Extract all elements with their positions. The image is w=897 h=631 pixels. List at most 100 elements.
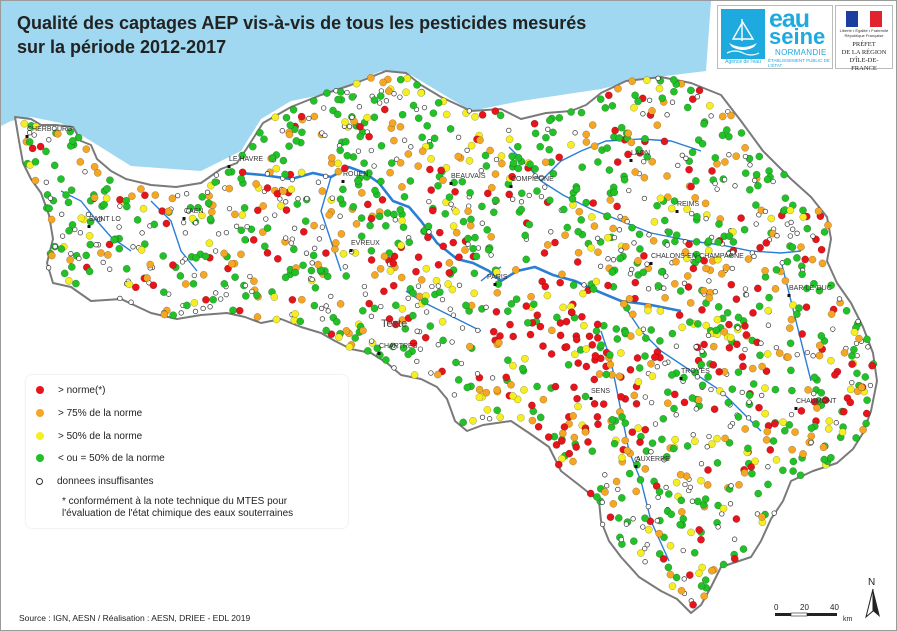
station-dot-above_75 — [601, 488, 609, 496]
station-dot-above_50 — [496, 413, 505, 422]
title-line-1: Qualité des captages AEP vis-à-vis de to… — [17, 13, 587, 33]
station-dot-above_norm — [508, 172, 517, 181]
station-dot-insufficient — [100, 259, 106, 266]
station-dot-above_50 — [334, 159, 342, 168]
station-dot-above_norm — [105, 240, 114, 249]
station-dot-below_50 — [238, 151, 247, 160]
station-dots — [20, 74, 878, 609]
station-dot-below_50 — [618, 413, 626, 421]
station-dot-above_75 — [252, 180, 260, 188]
station-dot-above_75 — [297, 295, 306, 304]
legend-item-above-75: > 75% de la norme — [36, 406, 142, 420]
station-dot-below_50 — [322, 326, 331, 335]
station-dot-above_norm — [235, 306, 244, 315]
station-dot-insufficient — [538, 174, 544, 181]
station-dot-below_50 — [772, 265, 781, 274]
station-dot-below_50 — [421, 297, 429, 306]
station-dot-above_75 — [146, 260, 155, 269]
station-dot-below_50 — [690, 548, 699, 557]
station-dot-above_75 — [855, 334, 863, 343]
station-dot-insufficient — [277, 196, 283, 202]
station-dot-below_50 — [799, 206, 807, 215]
station-dot-above_50 — [272, 315, 281, 324]
station-dot-insufficient — [714, 186, 720, 192]
station-dot-below_50 — [241, 292, 250, 300]
station-dot-above_75 — [82, 145, 91, 154]
station-dot-insufficient — [708, 113, 714, 119]
station-dot-insufficient — [414, 358, 420, 365]
station-dot-above_75 — [857, 383, 866, 392]
station-dot-below_50 — [481, 151, 490, 160]
station-dot-insufficient — [179, 259, 186, 265]
station-dot-above_norm — [641, 425, 650, 434]
station-dot-insufficient — [117, 295, 123, 302]
station-dot-above_75 — [445, 259, 454, 267]
station-dot-below_50 — [588, 447, 597, 456]
station-dot-insufficient — [732, 183, 738, 189]
station-dot-insufficient — [417, 346, 424, 352]
prefet-text: PRÉFET DE LA RÉGION D'ÎLE-DE-FRANCE — [841, 41, 887, 72]
station-dot-above_75 — [701, 199, 710, 208]
station-dot-insufficient — [642, 394, 648, 400]
station-dot-above_75 — [609, 224, 618, 233]
station-dot-insufficient — [626, 187, 632, 194]
station-dot-below_50 — [311, 283, 320, 292]
station-dot-insufficient — [213, 290, 219, 296]
station-dot-below_50 — [358, 306, 367, 315]
station-dot-above_75 — [493, 288, 502, 297]
station-dot-above_75 — [799, 450, 807, 458]
station-dot-above_75 — [758, 362, 766, 371]
station-dot-insufficient — [721, 176, 728, 183]
station-dot-above_norm — [599, 400, 608, 408]
city-marker — [675, 210, 679, 213]
station-dot-below_50 — [763, 175, 772, 184]
station-dot-insufficient — [291, 225, 298, 231]
station-dot-below_50 — [545, 196, 554, 205]
station-dot-above_50 — [521, 354, 529, 363]
station-dot-above_50 — [339, 249, 348, 258]
station-dot-below_50 — [201, 252, 210, 261]
station-dot-below_50 — [508, 152, 516, 161]
station-dot-below_50 — [396, 75, 405, 84]
station-dot-above_50 — [26, 161, 34, 169]
station-dot-above_norm — [492, 307, 501, 316]
green-dot-icon — [36, 454, 44, 462]
station-dot-above_norm — [573, 394, 581, 403]
city-label: CAEN — [184, 208, 203, 215]
station-dot-insufficient — [68, 251, 74, 257]
station-dot-above_norm — [391, 320, 400, 329]
station-dot-below_50 — [507, 300, 516, 308]
station-dot-above_75 — [763, 427, 772, 436]
station-dot-above_50 — [666, 541, 675, 550]
station-dot-insufficient — [770, 178, 776, 185]
station-dot-below_50 — [728, 385, 737, 394]
station-dot-above_75 — [699, 286, 708, 295]
station-dot-above_50 — [587, 244, 595, 252]
station-dot-above_50 — [637, 549, 645, 557]
station-dot-below_50 — [351, 334, 360, 342]
station-dot-above_norm — [253, 206, 262, 215]
station-dot-insufficient — [867, 382, 874, 389]
station-dot-below_50 — [248, 142, 257, 151]
city-marker — [787, 294, 791, 297]
legend: > norme(*) > 75% de la norme > 50% de la… — [26, 375, 348, 528]
station-dot-below_50 — [643, 152, 652, 161]
station-dot-below_50 — [517, 189, 526, 198]
station-dot-insufficient — [703, 215, 709, 222]
station-dot-above_75 — [727, 111, 735, 120]
station-dot-below_50 — [536, 142, 545, 151]
station-dot-below_50 — [631, 91, 639, 100]
station-dot-below_50 — [788, 243, 797, 252]
station-dot-above_75 — [53, 130, 62, 138]
station-dot-below_50 — [617, 123, 626, 132]
station-dot-above_norm — [489, 327, 498, 336]
station-dot-above_norm — [365, 299, 374, 308]
legend-item-insufficient: donnees insuffisantes — [36, 474, 154, 488]
station-dot-below_50 — [469, 244, 477, 253]
station-dot-above_75 — [677, 508, 686, 516]
station-dot-below_50 — [665, 228, 673, 237]
station-dot-above_75 — [507, 380, 515, 389]
station-dot-insufficient — [542, 184, 548, 190]
station-dot-below_50 — [563, 223, 572, 232]
station-dot-insufficient — [706, 278, 712, 284]
